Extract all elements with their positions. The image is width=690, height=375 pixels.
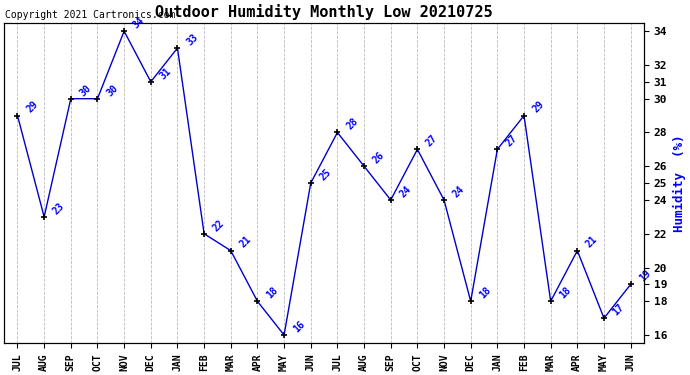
Text: 24: 24 xyxy=(451,184,466,199)
Text: 25: 25 xyxy=(317,167,333,182)
Text: 30: 30 xyxy=(104,82,120,98)
Text: 29: 29 xyxy=(531,99,546,115)
Text: 26: 26 xyxy=(371,150,386,165)
Text: 34: 34 xyxy=(131,15,146,30)
Text: 19: 19 xyxy=(638,268,653,284)
Text: 18: 18 xyxy=(558,285,573,300)
Text: 27: 27 xyxy=(504,133,520,148)
Text: 24: 24 xyxy=(397,184,413,199)
Text: 28: 28 xyxy=(344,116,359,132)
Text: Copyright 2021 Cartronics.com: Copyright 2021 Cartronics.com xyxy=(5,9,175,20)
Text: 27: 27 xyxy=(424,133,440,148)
Text: 30: 30 xyxy=(78,82,93,98)
Text: 21: 21 xyxy=(584,234,600,250)
Text: 18: 18 xyxy=(264,285,279,300)
Text: 31: 31 xyxy=(158,66,173,81)
Text: 21: 21 xyxy=(238,234,253,250)
Text: 22: 22 xyxy=(211,217,226,233)
Title: Outdoor Humidity Monthly Low 20210725: Outdoor Humidity Monthly Low 20210725 xyxy=(155,4,493,20)
Text: 17: 17 xyxy=(611,302,627,317)
Text: 16: 16 xyxy=(291,319,306,334)
Text: 23: 23 xyxy=(51,201,66,216)
Text: 29: 29 xyxy=(24,99,40,115)
Text: 18: 18 xyxy=(477,285,493,300)
Y-axis label: Humidity  (%): Humidity (%) xyxy=(673,134,686,232)
Text: 33: 33 xyxy=(184,32,200,47)
